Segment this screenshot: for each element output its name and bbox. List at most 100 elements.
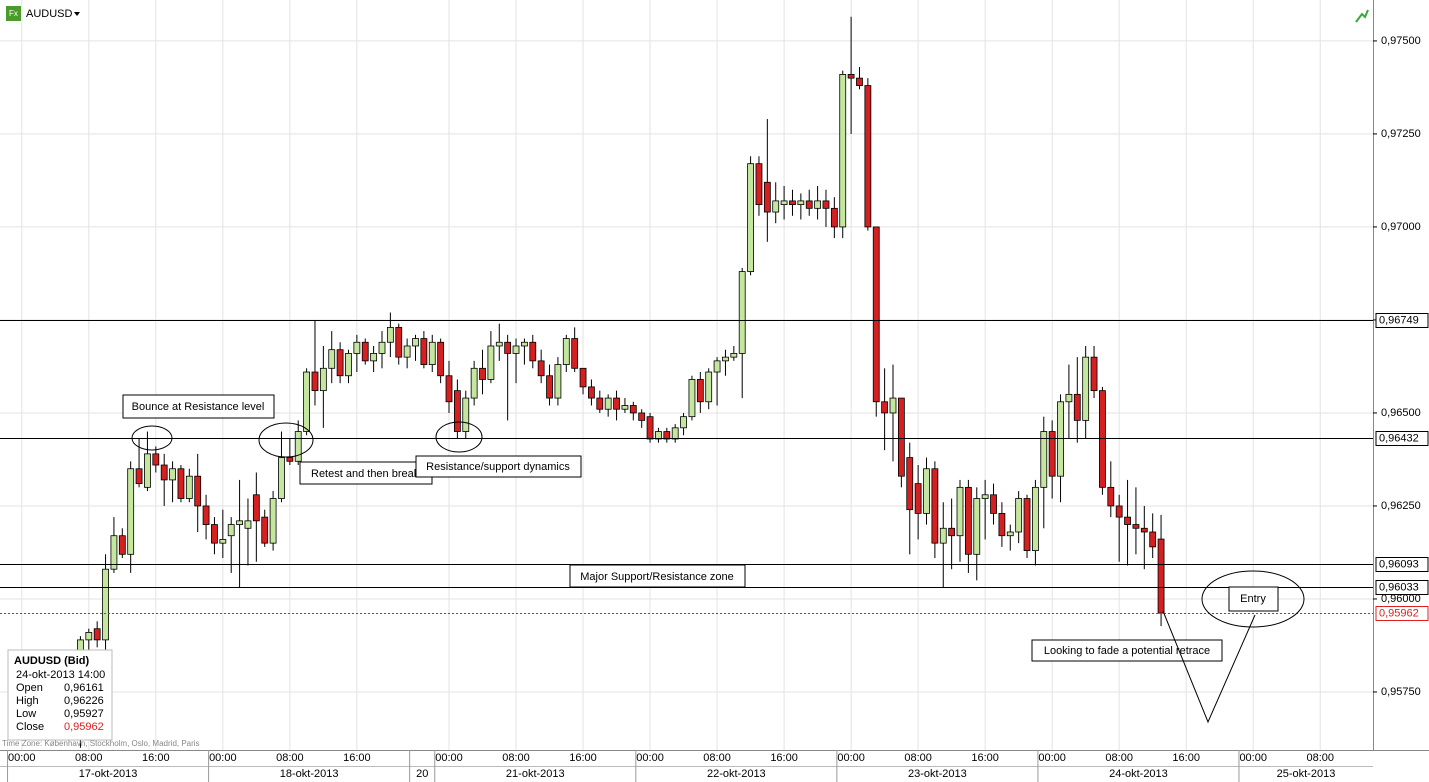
annotation: Resistance/support dynamics — [426, 461, 570, 473]
candle-body — [872, 226, 880, 403]
candle-body — [554, 364, 562, 399]
candle-body — [345, 353, 352, 377]
x-tick-label: 00:00 — [636, 752, 664, 764]
candle-body — [152, 453, 160, 466]
candle-body — [85, 632, 93, 641]
candle-body — [1032, 486, 1039, 551]
highlight-ellipse — [1201, 570, 1305, 628]
candle-body — [428, 341, 436, 365]
candle-body — [328, 349, 336, 369]
candle-body — [772, 200, 780, 213]
candle-body — [738, 271, 746, 354]
candle-body — [856, 77, 863, 86]
y-tick-label: 0,97500 — [1381, 35, 1421, 47]
annotation: Entry — [1240, 593, 1266, 605]
status-icon — [1355, 9, 1369, 23]
candle-body — [579, 367, 587, 388]
candle-body — [470, 367, 478, 399]
time-zone: Time Zone: København, Stockholm, Oslo, M… — [2, 739, 200, 748]
candle-body — [1132, 524, 1140, 529]
x-tick-label: 08:00 — [276, 752, 304, 764]
level-label: 0,96432 — [1379, 432, 1419, 444]
candle-body — [1157, 538, 1165, 614]
candle-body — [1073, 393, 1081, 421]
candle-body — [512, 345, 520, 354]
candle-body — [194, 475, 202, 507]
candle-body — [437, 341, 445, 377]
candle-body — [847, 74, 855, 79]
annotation: Retest and then break — [311, 468, 420, 480]
candle-body — [127, 468, 135, 555]
candle-body — [169, 468, 176, 481]
candle-body — [110, 535, 118, 570]
candle-body — [588, 386, 595, 399]
day-label: 24-okt-2013 — [1109, 768, 1168, 780]
x-tick-label: 00:00 — [435, 752, 463, 764]
candle-body — [370, 353, 378, 362]
annotation-box — [415, 455, 582, 478]
annotation: Major Support/Resistance zone — [580, 571, 733, 583]
x-tick-label: 00:00 — [209, 752, 237, 764]
candle-body — [1124, 516, 1131, 525]
last-price-box — [1375, 606, 1429, 621]
info-value: 0,95962 — [64, 721, 104, 733]
candle-body — [336, 349, 344, 377]
candle-body — [814, 200, 822, 209]
candle-body — [830, 207, 838, 228]
candle-body — [864, 85, 872, 228]
level-label-box — [1375, 313, 1429, 328]
candle-body — [479, 367, 486, 380]
candle-body — [403, 345, 411, 358]
info-value: 0,96226 — [64, 695, 104, 707]
level-label-box — [1375, 431, 1429, 446]
info-label: Open — [16, 682, 43, 694]
info-value: 0,96161 — [64, 682, 104, 694]
candle-body — [562, 338, 570, 365]
candle-body — [236, 520, 243, 525]
candle-body — [822, 200, 830, 209]
candle-body — [102, 568, 109, 641]
candle-body — [278, 457, 285, 499]
x-tick-label: 16:00 — [770, 752, 798, 764]
candle-body — [696, 379, 704, 403]
x-tick-label: 16:00 — [343, 752, 371, 764]
candle-body — [160, 464, 168, 481]
candle-body — [412, 338, 419, 347]
level-label: 0,96033 — [1379, 581, 1419, 593]
candle-body — [1107, 486, 1115, 507]
candle-body — [219, 539, 227, 544]
candle-body — [294, 431, 302, 462]
candle-body — [604, 397, 612, 410]
candle-body — [244, 520, 252, 529]
info-box: AUDUSD (Bid) 24-okt-2013 14:00 Open 0,961… — [7, 649, 113, 741]
price-axis — [1373, 0, 1429, 750]
candle-body — [914, 483, 922, 514]
info-box-frame — [7, 649, 113, 741]
candle-body — [839, 74, 847, 228]
info-label: Close — [16, 721, 44, 733]
candle-body — [135, 468, 143, 485]
candle-body — [1149, 531, 1157, 548]
x-tick-label: 08:00 — [904, 752, 932, 764]
candle-body — [722, 356, 729, 362]
candle-body — [713, 360, 721, 373]
candle-body — [1115, 505, 1123, 518]
candle-body — [680, 416, 687, 429]
symbol[interactable]: AUDUSD — [26, 8, 73, 20]
candle-body — [906, 457, 914, 511]
level-label: 0,96749 — [1379, 314, 1419, 326]
candle-body — [931, 468, 939, 544]
candle-body — [286, 457, 294, 462]
candle-body — [1140, 527, 1148, 533]
x-tick-label: 08:00 — [1105, 752, 1133, 764]
info-label: Low — [16, 708, 36, 720]
candle-body — [420, 338, 428, 365]
dropdown-arrow[interactable] — [74, 12, 80, 16]
candle-body — [629, 405, 637, 414]
annotation-box — [122, 394, 275, 419]
x-tick-label: 16:00 — [142, 752, 170, 764]
candle-body — [252, 494, 260, 522]
day-label: 18-okt-2013 — [280, 768, 339, 780]
candle-body — [964, 486, 972, 555]
